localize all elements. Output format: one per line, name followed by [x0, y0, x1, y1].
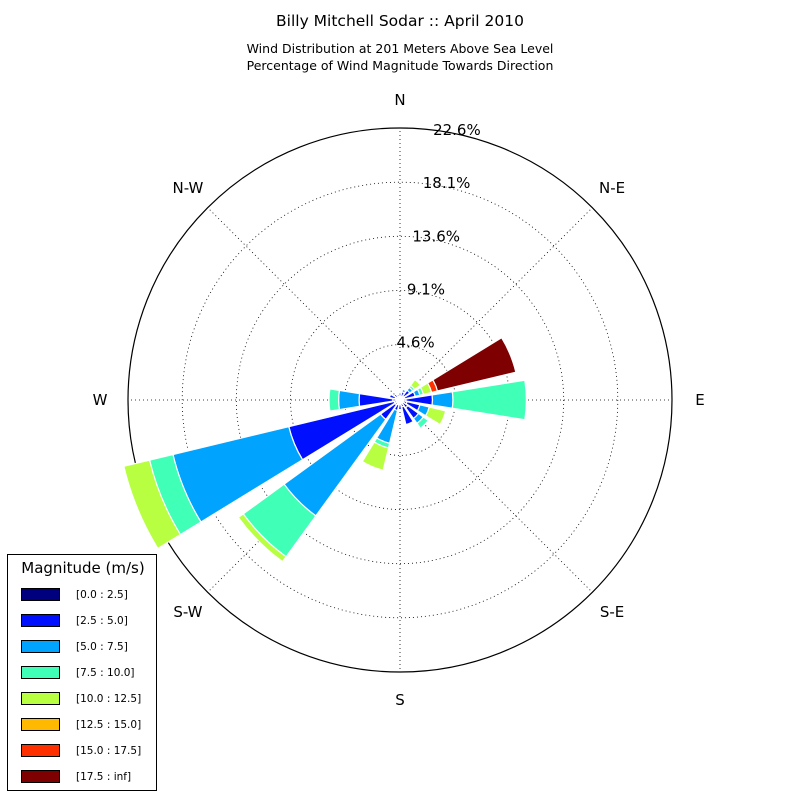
- ring-gridline: [344, 344, 456, 456]
- windrose-bar-segment: [328, 388, 341, 412]
- direction-label: S-E: [600, 603, 624, 621]
- radial-gridline: [207, 207, 401, 401]
- windrose-bar-segment: [431, 391, 454, 409]
- legend-label: [7.5 : 10.0]: [76, 667, 135, 679]
- legend-item: [10.0 : 12.5]: [21, 692, 155, 706]
- legend-swatch: [21, 640, 60, 653]
- windrose-bars: [123, 336, 527, 563]
- legend-item: [17.5 : inf]: [21, 770, 155, 784]
- windrose-bar-segment: [451, 379, 527, 421]
- legend-label: [12.5 : 15.0]: [76, 719, 142, 731]
- legend-swatch: [21, 692, 60, 705]
- legend-label: [2.5 : 5.0]: [76, 615, 128, 627]
- windrose-bar-segment: [400, 405, 415, 426]
- direction-label: E: [695, 391, 704, 409]
- windrose-bar-segment: [401, 388, 407, 394]
- windrose-bar-segment: [416, 416, 430, 430]
- direction-label: N-W: [172, 179, 203, 197]
- legend-item: [15.0 : 17.5]: [21, 744, 155, 758]
- legend-label: [5.0 : 7.5]: [76, 641, 128, 653]
- radial-tick-label: 22.6%: [433, 121, 481, 139]
- direction-label: N-E: [599, 179, 625, 197]
- windrose-bar-segment: [397, 404, 403, 411]
- legend-item: [0.0 : 2.5]: [21, 588, 155, 602]
- legend-swatch: [21, 614, 60, 627]
- legend-label: [15.0 : 17.5]: [76, 745, 142, 757]
- legend-swatch: [21, 718, 60, 731]
- chart-subtitle-line2: Percentage of Wind Magnitude Towards Dir…: [246, 58, 554, 73]
- windrose-bar-segment: [397, 390, 403, 394]
- legend-label: [17.5 : inf]: [76, 771, 132, 783]
- radial-tick-label: 9.1%: [407, 281, 445, 299]
- direction-label: S: [395, 691, 405, 709]
- legend-swatch: [21, 770, 60, 783]
- radial-tick-label: 18.1%: [423, 174, 471, 192]
- legend-label: [10.0 : 12.5]: [76, 693, 142, 705]
- windrose-bar-segment: [388, 393, 397, 400]
- windrose-bar-segment: [123, 459, 182, 550]
- legend-item: [7.5 : 10.0]: [21, 666, 155, 680]
- radial-tick-label: 13.6%: [412, 227, 460, 245]
- legend-swatch: [21, 666, 60, 679]
- legend: Magnitude (m/s) [0.0 : 2.5] [2.5 : 5.0] …: [7, 554, 157, 791]
- radial-tick-label: 4.6%: [397, 334, 435, 352]
- windrose-bar-segment: [338, 389, 361, 411]
- legend-item: [12.5 : 15.0]: [21, 718, 155, 732]
- outer-ring: [127, 127, 673, 673]
- legend-item: [2.5 : 5.0]: [21, 614, 155, 628]
- chart-subtitle-line1: Wind Distribution at 201 Meters Above Se…: [246, 41, 554, 56]
- polar-grid: [127, 127, 673, 673]
- windrose-bar-segment: [396, 393, 400, 398]
- legend-title: Magnitude (m/s): [21, 559, 145, 577]
- radial-gridline: [399, 399, 593, 593]
- chart-title: Billy Mitchell Sodar :: April 2010: [276, 12, 524, 30]
- windrose-bar-segment: [393, 393, 399, 399]
- legend-swatch: [21, 744, 60, 757]
- ring-gridline: [181, 181, 619, 619]
- direction-label: W: [93, 391, 108, 409]
- direction-label: N: [394, 91, 405, 109]
- windrose-bar-segment: [237, 513, 287, 563]
- legend-item: [5.0 : 7.5]: [21, 640, 155, 654]
- windrose-bar-segment: [424, 406, 447, 426]
- windrose-bar-segment: [409, 378, 422, 391]
- legend-label: [0.0 : 2.5]: [76, 589, 128, 601]
- windrose-bar-segment: [432, 336, 517, 392]
- ring-gridline: [235, 235, 565, 565]
- legend-swatch: [21, 588, 60, 601]
- chart-labels: 4.6% 9.1% 13.6% 18.1% 22.6% N N-E E S-E S S-W W N-W: [93, 91, 705, 709]
- windrose-bar-segment: [361, 441, 390, 471]
- direction-label: S-W: [173, 603, 202, 621]
